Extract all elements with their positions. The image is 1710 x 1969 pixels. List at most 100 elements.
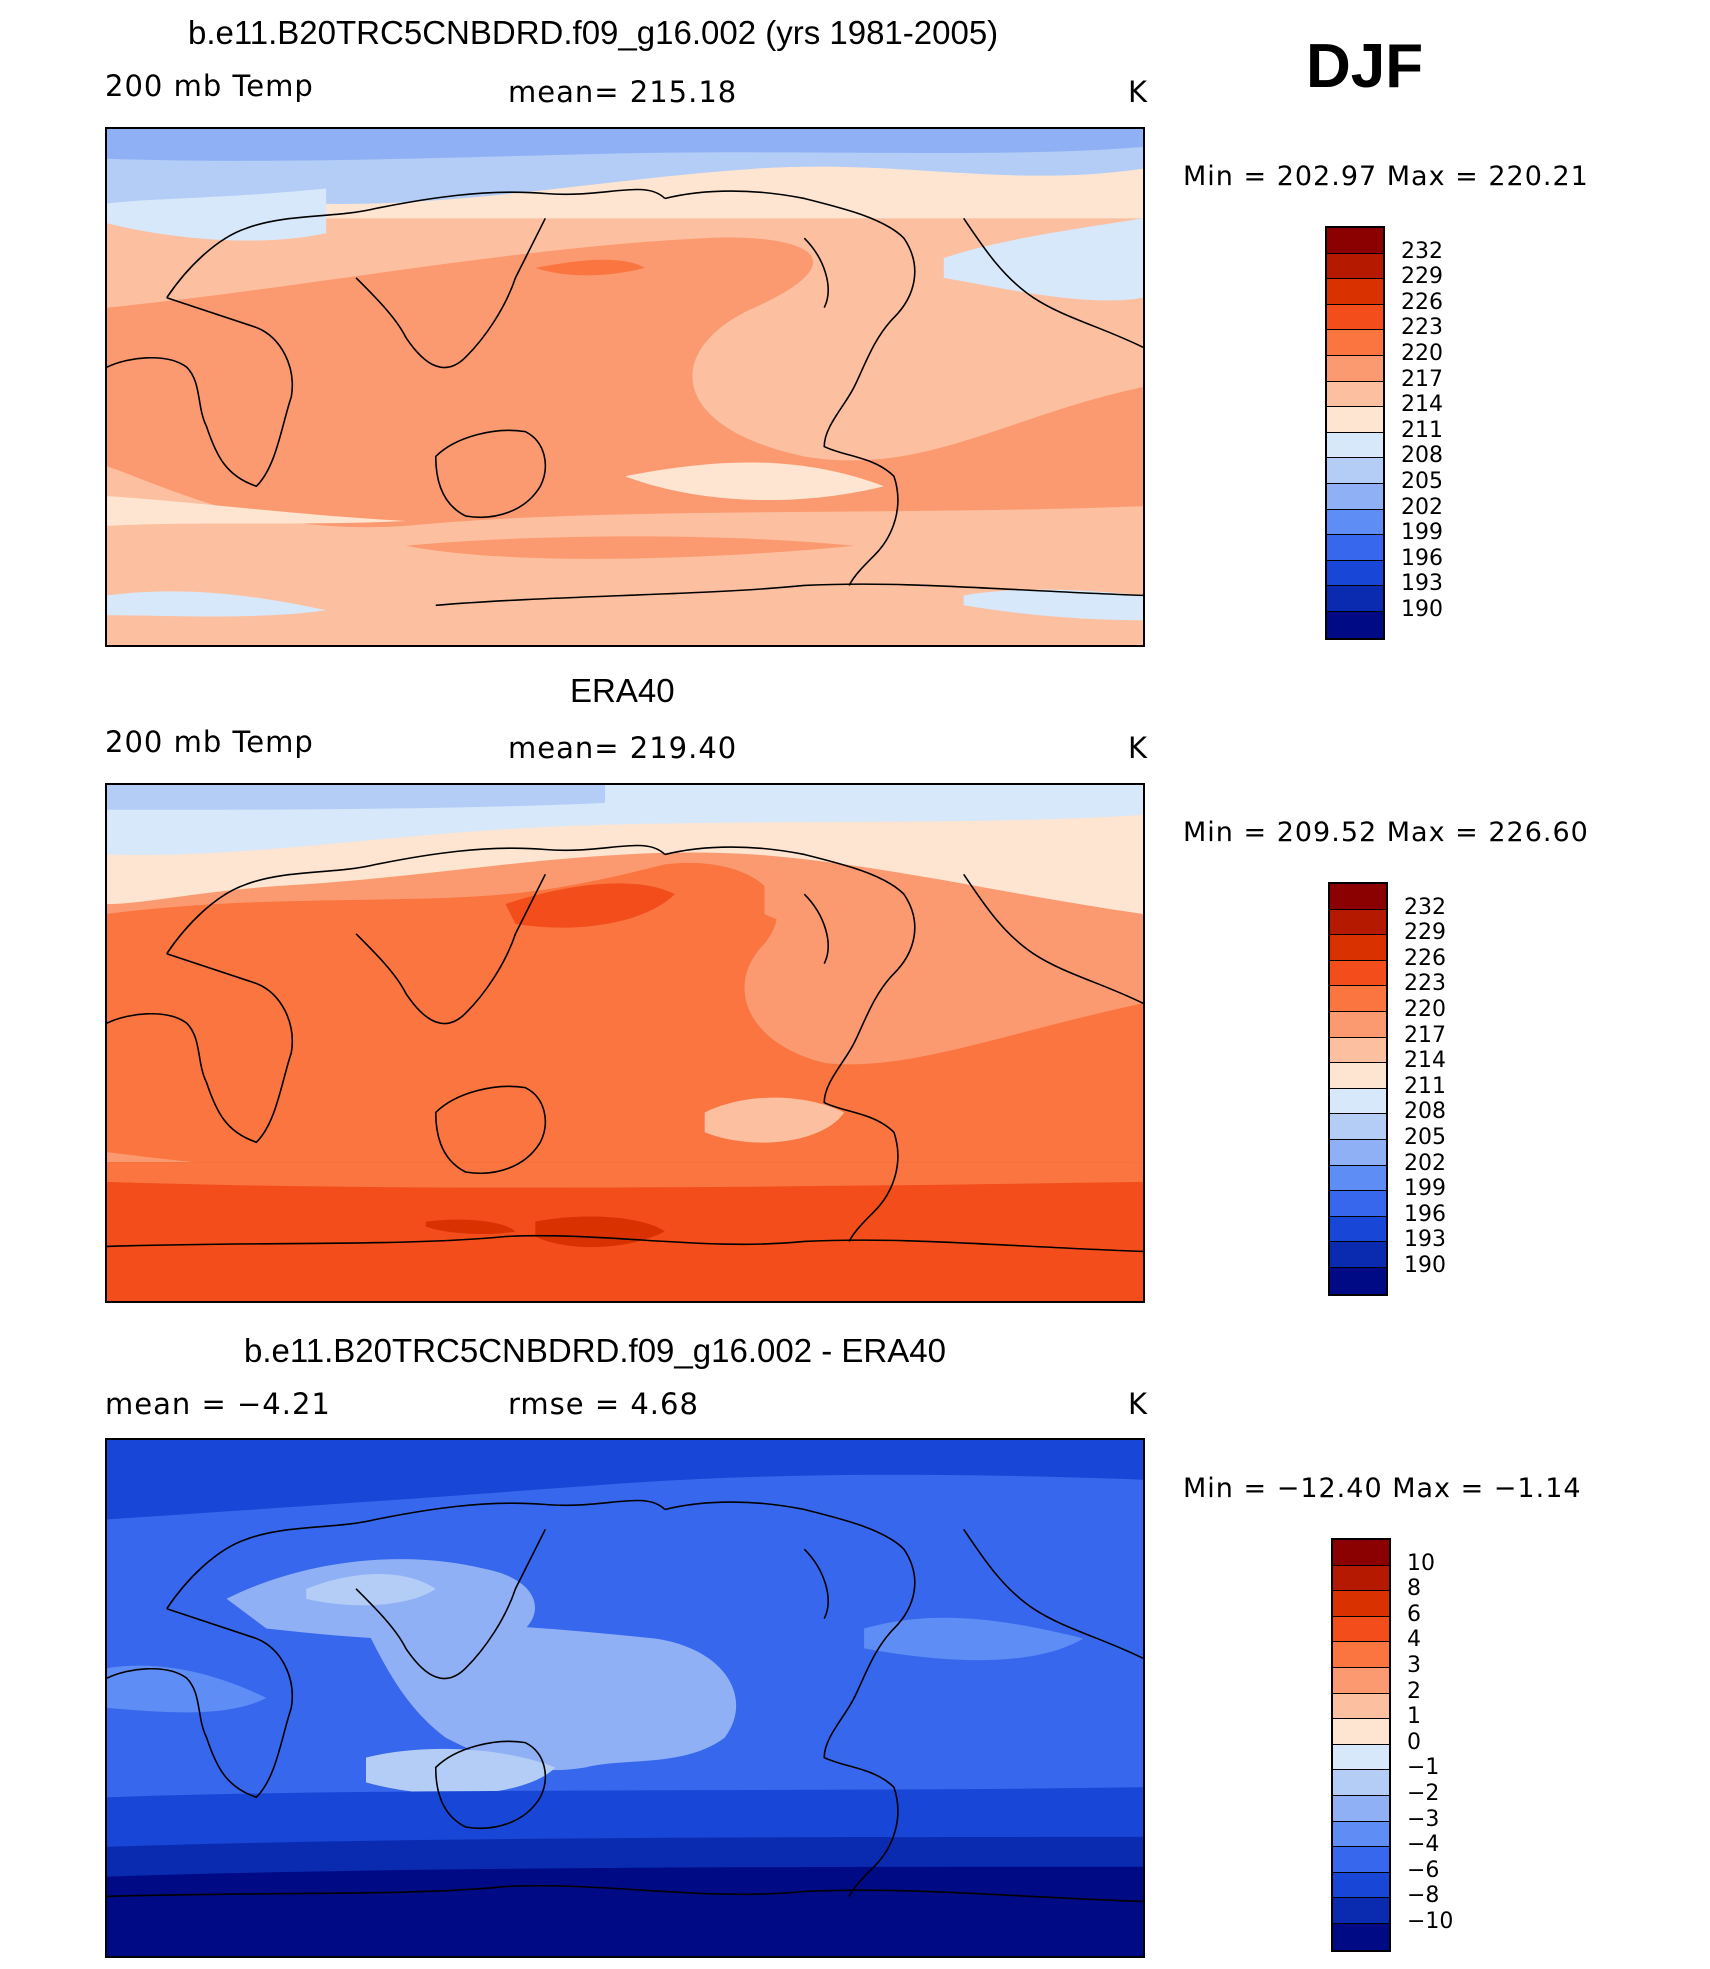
colorbar-swatch [1333, 1667, 1389, 1694]
colorbar-swatch [1327, 432, 1383, 459]
colorbar-swatch [1333, 1744, 1389, 1771]
panel-1-map [105, 127, 1145, 647]
panel-3-rmse-label: rmse = 4.68 [508, 1387, 699, 1421]
colorbar-swatch [1327, 535, 1383, 561]
colorbar-swatch [1333, 1565, 1389, 1592]
colorbar-tick-label: 226 [1401, 289, 1443, 315]
panel-1-units-label: K [1128, 75, 1149, 109]
colorbar-tick-label: 217 [1401, 366, 1443, 392]
colorbar-swatch [1333, 1847, 1389, 1873]
colorbar-tick-label: 196 [1401, 545, 1443, 571]
colorbar-tick-label: −8 [1407, 1883, 1440, 1909]
colorbar-swatch [1333, 1540, 1389, 1566]
panel-3-contour-map [107, 1440, 1143, 1956]
colorbar-swatch [1333, 1821, 1389, 1848]
colorbar-swatch [1330, 986, 1386, 1012]
colorbar-swatch [1330, 909, 1386, 936]
colorbar-tick-label: 199 [1404, 1176, 1446, 1202]
colorbar-swatch [1333, 1872, 1389, 1899]
colorbar-tick-label: 232 [1401, 238, 1443, 264]
colorbar-tick-label: 193 [1404, 1227, 1446, 1253]
colorbar-swatch [1327, 381, 1383, 408]
colorbar-swatch [1330, 1011, 1386, 1038]
colorbar-swatch [1327, 483, 1383, 510]
season-label: DJF [1306, 32, 1424, 101]
colorbar-tick-label: 229 [1404, 920, 1446, 946]
colorbar-tick-label: 214 [1401, 392, 1443, 418]
colorbar-tick-label: 208 [1404, 1099, 1446, 1125]
colorbar-tick-label: 193 [1401, 571, 1443, 597]
colorbar-tick-label: 8 [1407, 1576, 1421, 1602]
colorbar-swatch [1330, 1114, 1386, 1140]
colorbar-tick-label: 205 [1401, 469, 1443, 494]
colorbar-tick-label: −4 [1407, 1832, 1440, 1858]
colorbar-tick-label: 2 [1407, 1678, 1421, 1704]
colorbar-tick-label: 211 [1404, 1073, 1446, 1099]
colorbar-tick-label: 223 [1404, 971, 1446, 997]
colorbar-swatch [1330, 1267, 1386, 1294]
colorbar-tick-label: 202 [1404, 1150, 1446, 1176]
colorbar-swatch [1327, 458, 1383, 484]
colorbar-tick-label: 214 [1404, 1048, 1446, 1074]
colorbar-tick-label: 205 [1404, 1125, 1446, 1150]
colorbar-swatch [1333, 1770, 1389, 1796]
colorbar-swatch [1327, 586, 1383, 612]
panel-2-map [105, 783, 1145, 1303]
colorbar-swatch [1330, 1216, 1386, 1243]
colorbar-swatch [1330, 1063, 1386, 1089]
panel-2-mean-label: mean= 219.40 [508, 731, 738, 765]
colorbar-tick-label: 1 [1407, 1704, 1421, 1730]
colorbar-tick-label: 232 [1404, 894, 1446, 920]
colorbar-swatch [1333, 1719, 1389, 1745]
colorbar-tick-label: −3 [1407, 1806, 1440, 1832]
colorbar-tick-label: 199 [1401, 520, 1443, 546]
colorbar-tick-label: 190 [1404, 1253, 1446, 1278]
colorbar-swatch [1327, 330, 1383, 356]
panel-2-coastlines [107, 844, 1143, 1253]
panel-3-coastlines [107, 1499, 1143, 1903]
panel-1-mean-label: mean= 215.18 [508, 75, 738, 109]
colorbar-tick-label: −10 [1407, 1909, 1454, 1934]
colorbar-swatch [1327, 560, 1383, 587]
panel-1-coastlines [107, 188, 1143, 607]
colorbar-swatch [1327, 407, 1383, 433]
colorbar-tick-label: 220 [1401, 341, 1443, 366]
colorbar-tick-label: −6 [1407, 1857, 1440, 1883]
panel-3-mean-label: mean = −4.21 [105, 1387, 331, 1421]
colorbar-tick-label: 4 [1407, 1627, 1421, 1653]
panel-1-colorbar-boxes [1325, 226, 1385, 640]
colorbar-tick-label: 190 [1401, 597, 1443, 622]
colorbar-swatch [1330, 935, 1386, 961]
colorbar-tick-label: 202 [1401, 494, 1443, 520]
colorbar-swatch [1327, 253, 1383, 280]
colorbar-swatch [1330, 960, 1386, 987]
panel-2-units-label: K [1128, 731, 1149, 765]
colorbar-swatch [1333, 1795, 1389, 1822]
colorbar-swatch [1330, 1242, 1386, 1268]
colorbar-tick-label: 223 [1401, 315, 1443, 341]
colorbar-swatch [1333, 1591, 1389, 1617]
colorbar-swatch [1333, 1693, 1389, 1720]
panel-1-contour-map [107, 129, 1143, 645]
colorbar-swatch [1327, 509, 1383, 536]
colorbar-tick-label: −2 [1407, 1781, 1440, 1806]
colorbar-swatch [1330, 1037, 1386, 1064]
colorbar-swatch [1333, 1642, 1389, 1668]
colorbar-tick-label: 220 [1404, 997, 1446, 1022]
panel-3-title: b.e11.B20TRC5CNBDRD.f09_g16.002 - ERA40 [244, 1332, 946, 1369]
colorbar-tick-label: 0 [1407, 1729, 1421, 1755]
colorbar-tick-label: 229 [1401, 264, 1443, 290]
colorbar-swatch [1327, 355, 1383, 382]
colorbar-swatch [1333, 1616, 1389, 1643]
colorbar-tick-label: 196 [1404, 1201, 1446, 1227]
colorbar-tick-label: 6 [1407, 1601, 1421, 1627]
panel-2-title: ERA40 [570, 672, 675, 709]
colorbar-tick-label: 226 [1404, 945, 1446, 971]
colorbar-swatch [1327, 279, 1383, 305]
colorbar-tick-label: 217 [1404, 1022, 1446, 1048]
panel-1-title: b.e11.B20TRC5CNBDRD.f09_g16.002 (yrs 198… [188, 14, 999, 51]
colorbar-swatch [1333, 1923, 1389, 1950]
panel-2-contour-map [107, 785, 1143, 1301]
colorbar-swatch [1333, 1898, 1389, 1924]
panel-3-map [105, 1438, 1145, 1958]
